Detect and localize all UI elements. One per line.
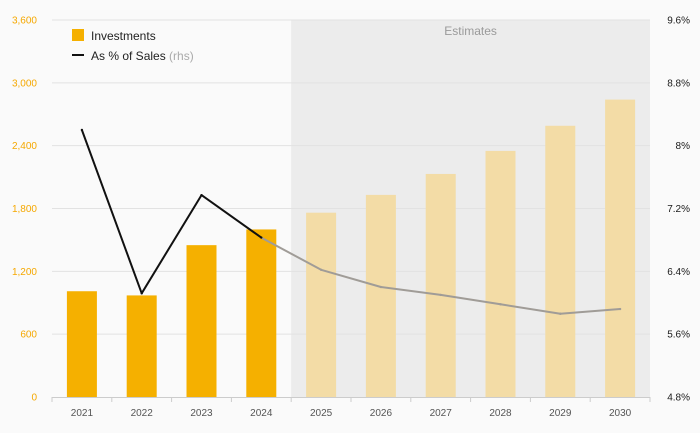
- line-series-percent-of-sales: [80, 128, 622, 315]
- point-percent-of-sales-2021: [80, 128, 84, 132]
- point-percent-of-sales-2022: [140, 292, 143, 295]
- right-axis-tick-label: 8%: [676, 141, 691, 152]
- x-axis-tick-label: 2024: [250, 408, 273, 419]
- point-percent-of-sales-2025: [319, 268, 323, 271]
- left-axis-tick-label: 0: [31, 393, 37, 404]
- bar-investments-2027: [425, 173, 456, 397]
- point-percent-of-sales-2029: [559, 312, 562, 315]
- bar-investments-2023: [186, 245, 217, 397]
- x-axis-tick-label: 2030: [609, 408, 632, 419]
- point-percent-of-sales-2028: [499, 303, 502, 306]
- x-axis-tick-label: 2022: [131, 408, 154, 419]
- x-axis: 2021 2022 2023 2024 2025 2026 2027 2028 2029 2030: [51, 397, 651, 419]
- point-percent-of-sales-2024: [260, 236, 263, 239]
- bar-investments-2024: [246, 229, 277, 397]
- left-axis-tick-label: 3,000: [12, 78, 37, 89]
- left-axis-tick-label: 1,200: [12, 267, 37, 278]
- legend-label-percent-of-sales: As % of Sales (rhs): [91, 49, 194, 63]
- legend-label-rhs-note: (rhs): [169, 49, 194, 63]
- left-axis-tick-label: 1,800: [12, 204, 37, 215]
- right-axis-ticks: 4.8% 5.6% 6.4% 7.2% 8% 8.8% 9.6%: [667, 16, 690, 404]
- left-axis-tick-label: 2,400: [12, 141, 37, 152]
- right-axis-tick-label: 8.8%: [667, 78, 690, 89]
- bar-investments-2026: [365, 194, 396, 397]
- legend: Investments As % of Sales (rhs): [72, 29, 194, 63]
- left-axis-tick-label: 3,600: [12, 16, 37, 27]
- left-axis-ticks: 0 600 1,200 1,800 2,400 3,000 3,600: [12, 16, 37, 404]
- bar-investments-2028: [485, 150, 516, 397]
- line-percent-of-sales-actual: [80, 129, 262, 295]
- legend-label-percent-of-sales-name: As % of Sales: [91, 49, 166, 63]
- bar-investments-2025: [306, 212, 337, 397]
- x-axis-tick-label: 2027: [430, 408, 453, 419]
- legend-swatch-investments: [72, 29, 84, 41]
- x-axis-tick-label: 2023: [190, 408, 213, 419]
- left-axis-tick-label: 600: [20, 330, 37, 341]
- estimates-label: Estimates: [444, 24, 497, 38]
- bar-investments-2021: [66, 291, 97, 397]
- x-axis-tick-label: 2026: [370, 408, 393, 419]
- right-axis-tick-label: 5.6%: [667, 330, 690, 341]
- point-percent-of-sales-2023: [200, 193, 203, 197]
- x-axis-tick-label: 2025: [310, 408, 333, 419]
- bar-investments-2030: [605, 99, 636, 397]
- bar-investments-2022: [126, 295, 157, 397]
- point-percent-of-sales-2027: [439, 293, 442, 297]
- right-axis-tick-label: 7.2%: [667, 204, 690, 215]
- x-axis-tick-label: 2028: [489, 408, 512, 419]
- x-axis-tick-label: 2029: [549, 408, 572, 419]
- right-axis-tick-label: 9.6%: [667, 16, 690, 27]
- x-axis-tick-label: 2021: [71, 408, 94, 419]
- bar-investments-2029: [545, 125, 576, 398]
- point-percent-of-sales-2026: [379, 285, 383, 289]
- legend-label-investments: Investments: [91, 29, 156, 43]
- point-percent-of-sales-2030: [618, 307, 622, 311]
- bar-series-investments: [66, 99, 636, 398]
- right-axis-tick-label: 4.8%: [667, 393, 690, 404]
- right-axis-tick-label: 6.4%: [667, 267, 690, 278]
